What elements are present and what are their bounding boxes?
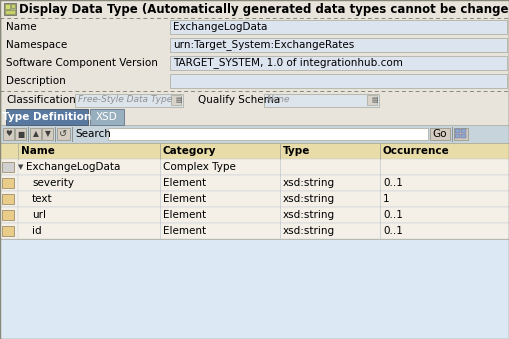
Text: Search: Search — [75, 129, 111, 139]
Text: ▤: ▤ — [175, 97, 182, 103]
Text: Display Data Type (Automatically generated data types cannot be changed): Display Data Type (Automatically generat… — [19, 3, 509, 17]
Text: ■: ■ — [17, 129, 24, 139]
Bar — [2, 178, 14, 188]
Bar — [5, 10, 15, 14]
Bar — [11, 4, 15, 8]
Bar — [2, 210, 14, 220]
Bar — [6, 109, 88, 125]
Text: id: id — [32, 226, 42, 236]
Text: Element: Element — [163, 194, 206, 204]
Text: XSD: XSD — [96, 112, 118, 122]
Bar — [264, 94, 379, 106]
Bar — [170, 20, 507, 34]
Text: Free-Style Data Type: Free-Style Data Type — [78, 96, 172, 104]
Bar — [430, 128, 450, 140]
Bar — [0, 0, 509, 18]
Bar — [170, 38, 507, 52]
Text: text: text — [32, 194, 52, 204]
Text: Go: Go — [433, 129, 447, 139]
Text: ▼: ▼ — [18, 164, 23, 170]
Bar — [454, 128, 468, 140]
Bar — [0, 191, 18, 207]
Text: Occurrence: Occurrence — [383, 146, 450, 156]
Text: Element: Element — [163, 210, 206, 220]
Text: ▤: ▤ — [371, 97, 378, 103]
Bar — [2, 226, 14, 236]
Text: Software Component Version: Software Component Version — [6, 58, 158, 68]
Text: 0..1: 0..1 — [383, 178, 403, 188]
Bar — [461, 134, 466, 138]
Text: Element: Element — [163, 178, 206, 188]
Text: Type: Type — [283, 146, 310, 156]
Bar — [90, 109, 124, 125]
Text: Classification: Classification — [6, 95, 76, 105]
Text: ↺: ↺ — [59, 129, 67, 139]
Bar — [0, 125, 509, 143]
Bar — [3, 128, 14, 140]
Text: TARGET_SYSTEM, 1.0 of integrationhub.com: TARGET_SYSTEM, 1.0 of integrationhub.com — [173, 58, 403, 68]
Text: 0..1: 0..1 — [383, 226, 403, 236]
Bar — [455, 134, 460, 138]
Text: ExchangeLogData: ExchangeLogData — [173, 22, 267, 32]
Text: Name: Name — [21, 146, 55, 156]
Text: 0..1: 0..1 — [383, 210, 403, 220]
Text: Description: Description — [6, 76, 66, 86]
Text: xsd:string: xsd:string — [283, 194, 335, 204]
Text: Qualify Schema: Qualify Schema — [198, 95, 280, 105]
Bar — [15, 128, 26, 140]
Bar — [2, 162, 14, 172]
Text: ▼: ▼ — [45, 129, 50, 139]
Bar — [0, 143, 509, 159]
Text: 1: 1 — [383, 194, 389, 204]
Bar — [0, 239, 509, 339]
Text: Complex Type: Complex Type — [163, 162, 236, 172]
Bar — [0, 207, 18, 223]
Bar — [367, 95, 377, 105]
Bar — [0, 191, 509, 207]
Text: urn:Target_System:ExchangeRates: urn:Target_System:ExchangeRates — [173, 40, 354, 51]
Text: Namespace: Namespace — [6, 40, 67, 50]
Text: Category: Category — [163, 146, 216, 156]
Bar — [0, 207, 509, 223]
Bar — [455, 129, 460, 133]
Bar — [0, 159, 509, 175]
Bar — [42, 128, 53, 140]
Text: Type Definition: Type Definition — [3, 112, 92, 122]
Bar — [57, 128, 70, 140]
Bar — [75, 94, 183, 106]
Text: xsd:string: xsd:string — [283, 178, 335, 188]
Bar — [0, 223, 18, 239]
Bar — [171, 95, 181, 105]
Text: severity: severity — [32, 178, 74, 188]
Text: ♥: ♥ — [5, 129, 12, 139]
Text: None: None — [267, 96, 291, 104]
Bar — [4, 3, 16, 15]
Text: xsd:string: xsd:string — [283, 226, 335, 236]
Text: url: url — [32, 210, 46, 220]
Bar — [0, 143, 18, 159]
Bar — [0, 175, 509, 191]
Bar — [0, 159, 18, 175]
Bar — [2, 194, 14, 204]
Bar — [0, 175, 18, 191]
Bar — [461, 129, 466, 133]
Bar — [5, 4, 10, 9]
Text: ▲: ▲ — [33, 129, 39, 139]
Bar — [170, 56, 507, 70]
Bar — [0, 223, 509, 239]
Bar — [108, 128, 428, 140]
Bar — [170, 74, 507, 88]
Text: xsd:string: xsd:string — [283, 210, 335, 220]
Text: ExchangeLogData: ExchangeLogData — [26, 162, 120, 172]
Bar — [30, 128, 41, 140]
Text: Name: Name — [6, 22, 37, 32]
Text: Element: Element — [163, 226, 206, 236]
